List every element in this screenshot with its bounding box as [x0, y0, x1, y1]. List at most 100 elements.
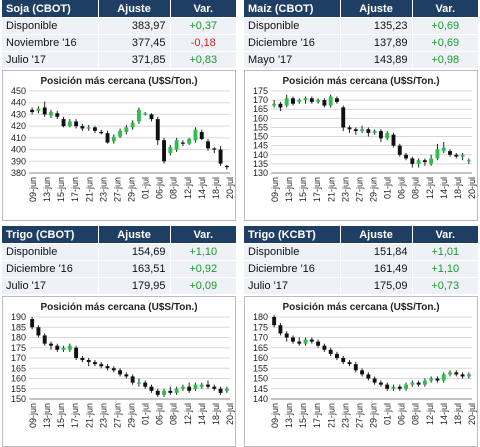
candle-body — [130, 376, 135, 383]
x-tick-label: 18-jul — [211, 403, 221, 425]
y-tick-label: 165 — [253, 343, 268, 353]
candle-body — [372, 131, 377, 133]
candle-body — [297, 100, 302, 102]
quote-table: Trigo (CBOT) Ajuste Var. Disponible 154,69 +1… — [2, 226, 236, 294]
y-tick-label: 175 — [253, 86, 268, 96]
candle-body — [316, 100, 321, 102]
candle-body — [218, 149, 223, 164]
var-value: +0,69 — [412, 17, 478, 35]
candle-body — [36, 327, 41, 336]
candle-body — [404, 154, 408, 159]
candle-body — [347, 362, 352, 365]
x-tick-label: 12-jul — [183, 403, 193, 425]
var-value: +1,10 — [412, 260, 478, 278]
x-tick-label: 17-jun — [70, 403, 80, 428]
x-tick-label: 09-jun — [28, 403, 38, 428]
x-tick-label: 20-jul — [467, 177, 477, 199]
candle-body — [347, 127, 352, 130]
candle-body — [416, 160, 421, 164]
price-chart: Posición más cercana (U$S/Ton.) 150 155 160… — [2, 296, 236, 447]
y-tick-label: 145 — [253, 384, 268, 394]
ajuste-value: 371,85 — [98, 51, 171, 68]
x-tick-label: 23-jun — [340, 177, 350, 202]
candle-body — [397, 386, 402, 389]
candle-body — [360, 129, 365, 132]
ajuste-value: 135,23 — [340, 17, 413, 35]
column-header: Ajuste — [98, 226, 171, 244]
y-tick-label: 175 — [253, 322, 268, 332]
y-tick-label: 155 — [253, 363, 268, 373]
x-tick-label: 29-jun — [127, 177, 137, 202]
table-row: Mayo '17 143,89 +0,98 — [244, 51, 478, 68]
quote-table: Trigo (KCBT) Ajuste Var. Disponible 151,84 +1… — [244, 226, 478, 294]
price-chart: Posición más cercana (U$S/Ton.) 130 135 140… — [244, 70, 478, 221]
y-tick-label: 190 — [11, 312, 26, 322]
x-tick-label: 06-jul — [155, 403, 165, 425]
contract-label: Mayo '17 — [244, 51, 341, 68]
x-tick-label: 06-jul — [397, 177, 407, 199]
candle-body — [124, 374, 129, 377]
chart-svg: Posición más cercana (U$S/Ton.) 150155160… — [11, 302, 235, 428]
candle-body — [303, 339, 308, 344]
candle-body — [67, 121, 72, 127]
var-value: +1,01 — [412, 243, 478, 261]
y-tick-label: 180 — [253, 312, 268, 322]
y-tick-label: 140 — [253, 150, 268, 160]
candle-body — [155, 390, 160, 395]
candle-body — [149, 114, 154, 120]
candle-body — [278, 103, 283, 108]
y-tick-label: 440 — [11, 98, 26, 108]
x-tick-label: 17-jun — [312, 403, 322, 428]
candle-body — [136, 109, 141, 122]
candle-body — [212, 386, 217, 389]
x-tick-label: 06-jul — [397, 403, 407, 425]
candle-body — [42, 107, 47, 115]
candle-body — [74, 347, 79, 358]
candle-body — [291, 98, 295, 104]
x-tick-label: 21-jun — [84, 403, 94, 428]
y-tick-label: 170 — [253, 95, 268, 105]
candle-body — [80, 358, 85, 361]
candle-body — [162, 390, 166, 395]
x-tick-label: 09-jun — [28, 177, 38, 202]
x-tick-label: 08-jul — [411, 177, 421, 199]
candle-body — [36, 108, 41, 111]
x-tick-label: 15-jun — [56, 177, 66, 202]
x-tick-label: 21-jun — [326, 177, 336, 202]
ajuste-value: 143,89 — [340, 51, 413, 68]
candle-body — [378, 131, 383, 139]
table-title: Maíz (CBOT) — [244, 0, 341, 18]
y-tick-label: 170 — [253, 333, 268, 343]
contract-label: Diciembre '16 — [244, 260, 341, 278]
y-tick-label: 160 — [11, 374, 26, 384]
y-tick-label: 450 — [11, 86, 26, 96]
candle-body — [105, 366, 110, 369]
candle-body — [162, 140, 166, 162]
ajuste-value: 137,89 — [340, 34, 413, 52]
x-tick-label: 01-jul — [141, 177, 151, 199]
candle-body — [272, 103, 277, 106]
chart-title: Posición más cercana (U$S/Ton.) — [40, 302, 197, 313]
candle-body — [303, 98, 308, 101]
candle-body — [42, 335, 47, 344]
table-row: Disponible 154,69 +1,10 — [2, 243, 236, 261]
y-tick-label: 165 — [253, 104, 268, 114]
y-tick-label: 175 — [11, 343, 26, 353]
candle-body — [454, 372, 459, 375]
x-tick-label: 20-jul — [225, 403, 235, 425]
y-tick-label: 145 — [253, 141, 268, 151]
price-chart: Posición más cercana (U$S/Ton.) 140 145 150… — [244, 296, 478, 447]
candle-body — [55, 113, 60, 117]
table-row: Diciembre '16 137,89 +0,69 — [244, 34, 478, 52]
chart-title: Posición más cercana (U$S/Ton.) — [40, 76, 197, 87]
contract-label: Noviembre '16 — [2, 34, 99, 52]
candle-body — [322, 100, 327, 106]
chart-svg: Posición más cercana (U$S/Ton.) 140145150… — [253, 302, 477, 428]
quote-table: Soja (CBOT) Ajuste Var. Disponible 383,97 +0,… — [2, 0, 236, 68]
candle-body — [372, 378, 377, 383]
candle-body — [80, 126, 85, 129]
candle-body — [335, 98, 339, 102]
candle-body — [309, 98, 314, 102]
x-tick-label: 14-jul — [197, 177, 207, 199]
table-row: Disponible 383,97 +0,37 — [2, 17, 236, 35]
